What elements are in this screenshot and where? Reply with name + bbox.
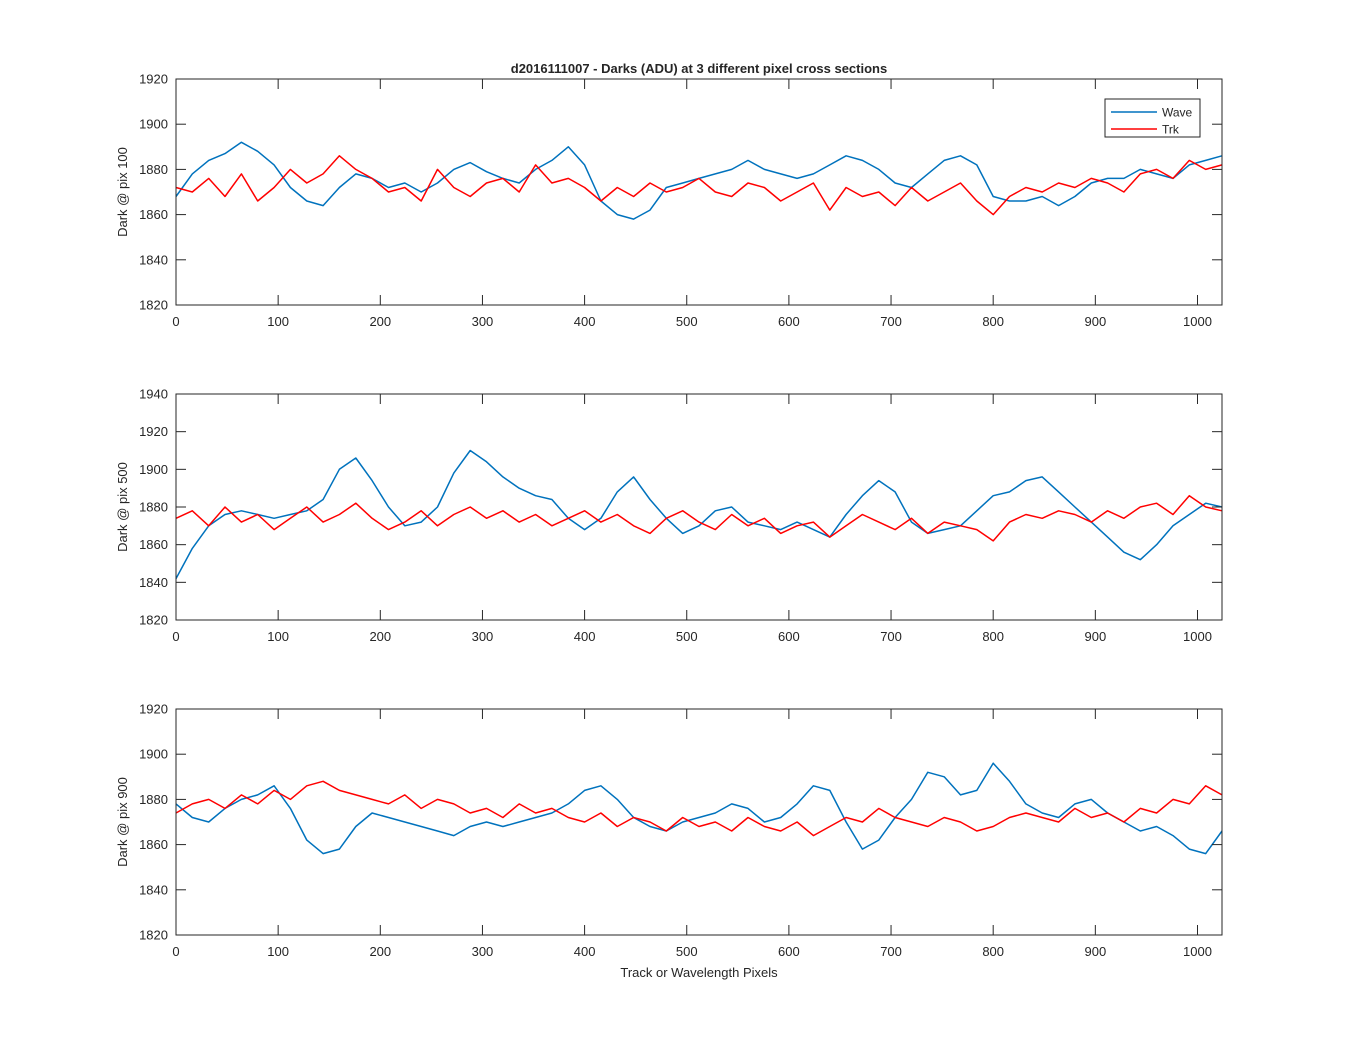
chart-title: d2016111007 - Darks (ADU) at 3 different… — [511, 61, 887, 76]
x-tick-label: 800 — [982, 629, 1004, 644]
series-line-trk — [175, 155, 1223, 216]
x-tick-label: 900 — [1084, 629, 1106, 644]
axes-box — [175, 78, 1223, 306]
legend-box — [1104, 98, 1201, 138]
x-tick-label: 300 — [472, 944, 494, 959]
x-tick-label: 200 — [369, 944, 391, 959]
x-axis-label: Track or Wavelength Pixels — [620, 965, 778, 980]
axes-box — [175, 708, 1223, 936]
x-tick-label: 100 — [267, 944, 289, 959]
y-tick-label: 1920 — [139, 72, 168, 87]
x-tick-label: 0 — [172, 944, 179, 959]
x-tick-label: 900 — [1084, 314, 1106, 329]
series-line-trk — [175, 494, 1223, 542]
x-tick-label: 200 — [369, 314, 391, 329]
x-tick-label: 900 — [1084, 944, 1106, 959]
y-tick-label: 1820 — [139, 928, 168, 943]
y-tick-label: 1880 — [139, 792, 168, 807]
legend-label-wave: Wave — [1162, 106, 1193, 120]
y-tick-label: 1860 — [139, 207, 168, 222]
x-tick-label: 1000 — [1183, 944, 1212, 959]
y-tick-label: 1820 — [139, 298, 168, 313]
y-tick-label: 1840 — [139, 252, 168, 267]
series-line-wave — [175, 449, 1223, 579]
y-tick-label: 1920 — [139, 702, 168, 717]
y-tick-label: 1840 — [139, 575, 168, 590]
x-tick-label: 600 — [778, 314, 800, 329]
x-tick-label: 700 — [880, 944, 902, 959]
axes-panel-3: 0 100 200 300 400 500 600 700 800 900 1000 1820 1840… — [115, 702, 1223, 959]
x-tick-label: 300 — [472, 629, 494, 644]
axes-panel-2: 0 100 200 300 400 500 600 700 800 900 1000 1820 1840… — [115, 387, 1223, 644]
x-tick-label: 0 — [172, 629, 179, 644]
y-tick-label: 1860 — [139, 537, 168, 552]
y-tick-label: 1820 — [139, 613, 168, 628]
y-axis-label: Dark @ pix 500 — [115, 462, 130, 552]
legend: Wave Trk — [1104, 98, 1201, 138]
y-tick-label: 1860 — [139, 837, 168, 852]
x-tick-label: 600 — [778, 944, 800, 959]
y-tick-label: 1900 — [139, 747, 168, 762]
x-tick-label: 0 — [172, 314, 179, 329]
y-axis-label: Dark @ pix 100 — [115, 147, 130, 237]
legend-label-trk: Trk — [1162, 123, 1180, 137]
x-tick-label: 400 — [574, 944, 596, 959]
x-tick-label: 1000 — [1183, 629, 1212, 644]
x-tick-label: 800 — [982, 314, 1004, 329]
x-tick-label: 400 — [574, 314, 596, 329]
x-tick-label: 400 — [574, 629, 596, 644]
series-line-wave — [175, 762, 1223, 855]
series-line-wave — [175, 141, 1223, 220]
y-tick-label: 1880 — [139, 500, 168, 515]
x-tick-label: 200 — [369, 629, 391, 644]
x-tick-label: 700 — [880, 314, 902, 329]
x-tick-label: 500 — [676, 944, 698, 959]
x-tick-label: 500 — [676, 314, 698, 329]
y-axis-label: Dark @ pix 900 — [115, 777, 130, 867]
x-tick-label: 500 — [676, 629, 698, 644]
y-tick-label: 1900 — [139, 462, 168, 477]
x-tick-label: 1000 — [1183, 314, 1212, 329]
series-line-trk — [175, 780, 1223, 837]
x-tick-label: 100 — [267, 314, 289, 329]
x-tick-label: 600 — [778, 629, 800, 644]
x-tick-label: 100 — [267, 629, 289, 644]
y-tick-label: 1920 — [139, 424, 168, 439]
axes-box — [175, 393, 1223, 621]
x-tick-label: 800 — [982, 944, 1004, 959]
x-tick-label: 300 — [472, 314, 494, 329]
y-tick-label: 1880 — [139, 162, 168, 177]
x-tick-label: 700 — [880, 629, 902, 644]
axes-panel-1: 0 100 200 300 400 500 600 700 800 900 1000 1820 1840… — [115, 72, 1223, 329]
y-tick-label: 1940 — [139, 387, 168, 402]
y-tick-label: 1900 — [139, 117, 168, 132]
y-tick-label: 1840 — [139, 882, 168, 897]
